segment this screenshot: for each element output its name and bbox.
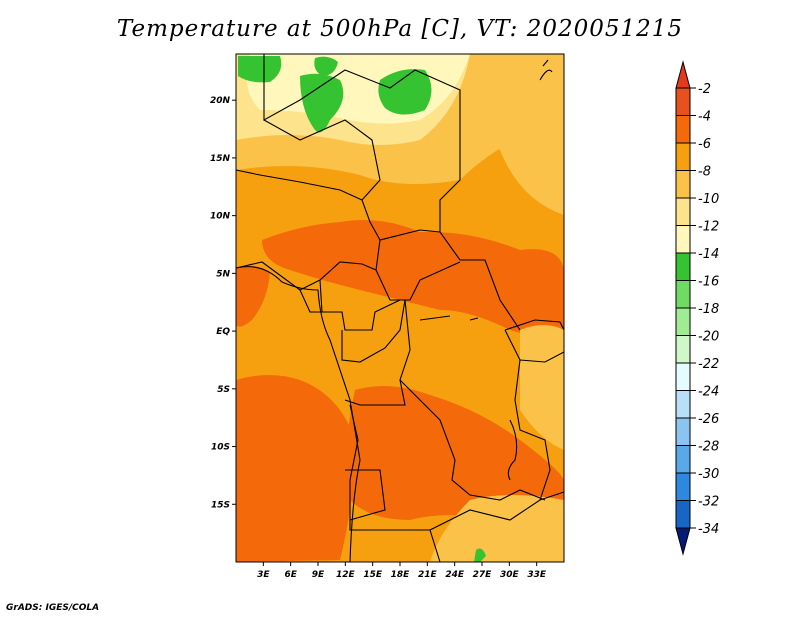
colorbar-top-arrow: [675, 60, 691, 89]
lon-tick-label: 6E: [284, 570, 297, 580]
field-green-2: [300, 73, 344, 133]
colorbar-swatch: [675, 170, 691, 199]
lat-tick-label: 15N: [210, 154, 231, 164]
lat-tick-label: EQ: [216, 327, 230, 337]
colorbar-swatch: [675, 142, 691, 171]
colorbar-swatch: [675, 417, 691, 446]
field-southeast-cool: [430, 495, 564, 562]
colorbar-label: -12: [698, 220, 719, 235]
country-borders: [235, 54, 565, 563]
lon-tick-label: 9E: [312, 570, 325, 580]
colorbar-swatch: [675, 252, 691, 281]
colorbar-swatch: [675, 362, 691, 391]
lat-tick-label: 5N: [216, 269, 230, 279]
colorbar-swatch: [675, 197, 691, 226]
colorbar-label: -28: [698, 440, 719, 455]
field-warm-west: [236, 265, 270, 327]
lon-tick-label: 18E: [391, 570, 411, 580]
colorbar-label: -16: [698, 275, 719, 290]
lat-tick-label: 20N: [210, 96, 231, 106]
colorbar-swatch: [675, 280, 691, 309]
colorbar-swatch: [675, 225, 691, 254]
temperature-map: 20N 15N 10N 5N EQ 5S 10S 15S 3E 6E 9E 12E 15E 18E 21E…: [210, 53, 565, 580]
lat-tick-label: 15S: [211, 500, 230, 510]
field-warm-southwest: [236, 375, 355, 562]
lon-tick-label: 15E: [363, 570, 383, 580]
colorbar-label: -14: [698, 247, 719, 262]
longitude-axis: 3E 6E 9E 12E 15E 18E 21E 24E 27E 30E 33E: [257, 562, 547, 580]
colorbar-label: -34: [698, 522, 719, 537]
colorbar-swatch: [675, 115, 691, 144]
colorbar-swatch: [675, 307, 691, 336]
colorbar-legend: -2 -4 -6 -8 -10 -12 -14 -16 -18 -20 -22 -24 -26 -28 -3…: [675, 60, 719, 556]
field-green-1: [238, 56, 282, 83]
map-title: Temperature at 500hPa [C], VT: 202005121…: [116, 16, 684, 42]
colorbar-label: -24: [698, 385, 719, 400]
colorbar-label: -32: [698, 495, 719, 510]
colorbar-label: -6: [698, 137, 711, 152]
lon-tick-label: 30E: [500, 570, 520, 580]
lon-tick-label: 3E: [257, 570, 270, 580]
field-northeast: [470, 54, 564, 215]
colorbar-swatch: [675, 390, 691, 419]
lon-tick-label: 24E: [445, 570, 465, 580]
field-warm-central: [262, 219, 564, 337]
lon-tick-label: 27E: [473, 570, 493, 580]
colorbar-label: -22: [698, 357, 719, 372]
lon-tick-label: 21E: [418, 570, 438, 580]
colorbar-label: -8: [698, 165, 711, 180]
footer-credit: GrADS: IGES/COLA: [6, 603, 100, 613]
colorbar-swatch: [675, 472, 691, 501]
lat-tick-label: 5S: [217, 385, 230, 395]
field-warm-south: [346, 386, 564, 525]
field-green-4: [314, 56, 338, 76]
field-east-cool: [520, 325, 564, 450]
coastlines: [235, 59, 553, 563]
colorbar-label: -20: [698, 330, 719, 345]
colorbar-swatch: [675, 500, 691, 529]
lat-tick-label: 10S: [211, 443, 230, 453]
colorbar-label: -18: [698, 302, 719, 317]
field-south-green: [474, 548, 486, 562]
colorbar-bottom-arrow: [675, 527, 691, 556]
colorbar-swatch: [675, 335, 691, 364]
field-green-3: [378, 69, 432, 115]
lat-tick-label: 10N: [210, 212, 231, 222]
colorbar-label: -2: [698, 82, 711, 97]
lon-tick-label: 33E: [527, 570, 547, 580]
colorbar-label: -30: [698, 467, 719, 482]
latitude-axis: 20N 15N 10N 5N EQ 5S 10S 15S: [210, 96, 236, 510]
colorbar-label: -4: [698, 110, 711, 125]
colorbar-label: -26: [698, 412, 719, 427]
colorbar-swatch: [675, 87, 691, 116]
colorbar-label: -10: [698, 192, 719, 207]
lon-tick-label: 12E: [336, 570, 356, 580]
colorbar-swatch: [675, 445, 691, 474]
